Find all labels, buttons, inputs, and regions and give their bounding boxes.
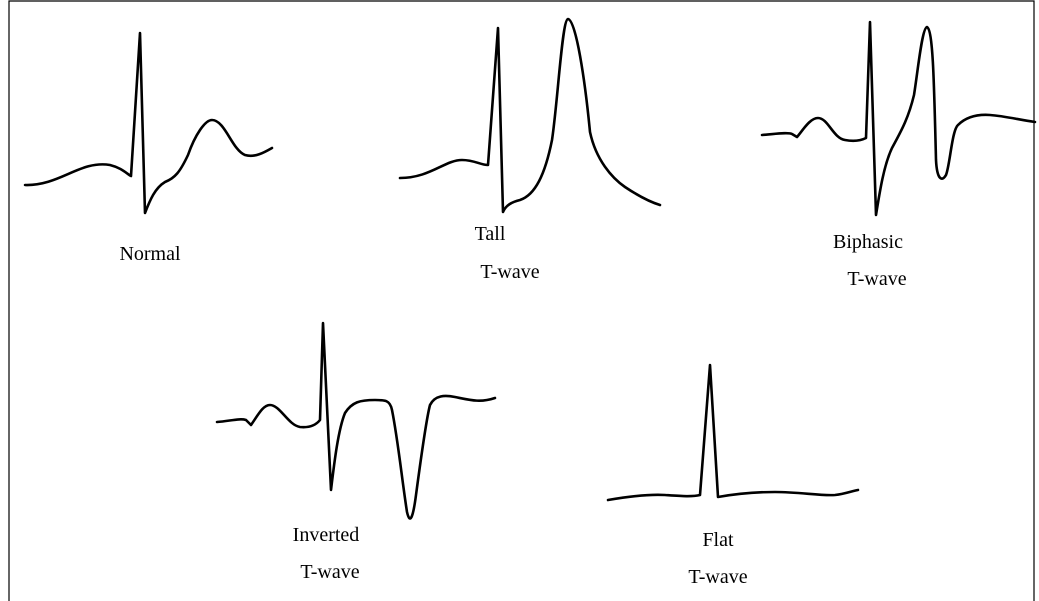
frame — [8, 0, 1035, 601]
label-tall: Tall — [475, 223, 506, 245]
label-normal: Normal — [119, 243, 181, 265]
label-biphasic-sub: T-wave — [847, 268, 906, 290]
label-tall-sub: T-wave — [480, 261, 539, 283]
label-inverted: Inverted — [293, 524, 360, 546]
label-flat-sub: T-wave — [688, 566, 747, 588]
flat-wave — [606, 363, 860, 502]
tall-wave — [398, 17, 662, 214]
label-inverted-sub: T-wave — [300, 561, 359, 583]
biphasic-wave — [760, 20, 1037, 217]
inverted-wave — [215, 321, 497, 520]
label-flat: Flat — [702, 529, 734, 551]
label-biphasic: Biphasic — [833, 231, 903, 253]
normal-wave — [23, 31, 274, 215]
